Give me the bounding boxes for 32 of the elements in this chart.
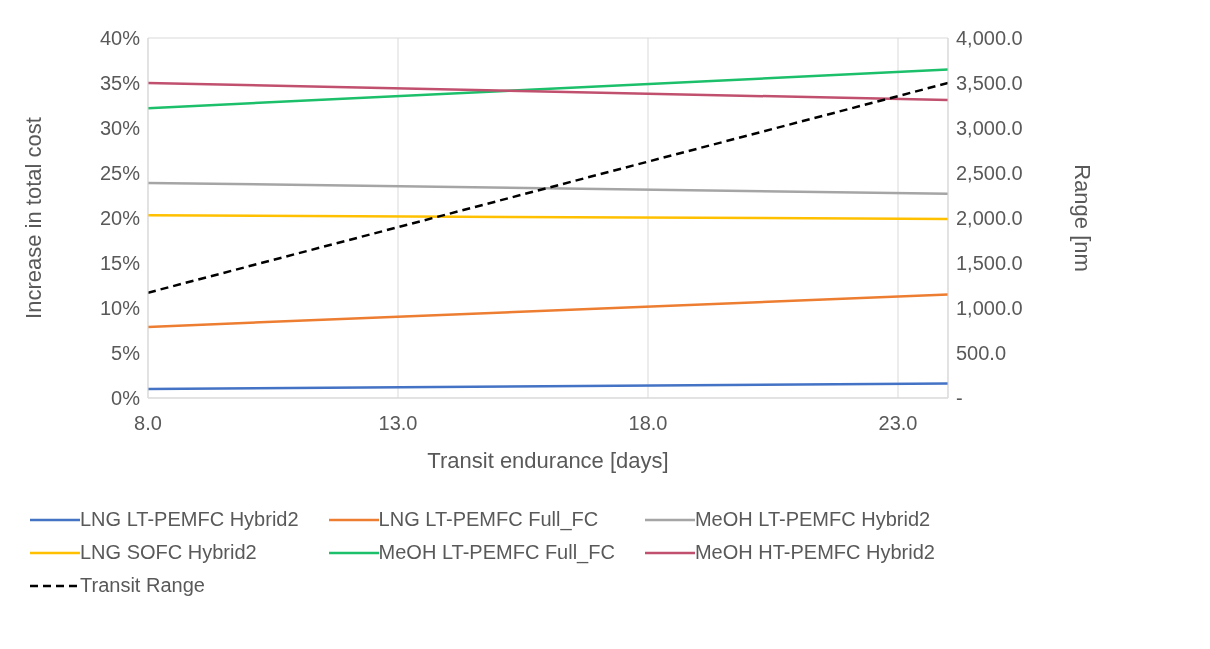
y-tick-label: 30% (99, 117, 141, 140)
legend-label: Transit Range (80, 574, 205, 597)
y2-tick-label: 1,000.0 (956, 297, 1023, 320)
x-tick-label: 13.0 (378, 412, 418, 435)
y2-tick-label: 4,000.0 (956, 27, 1023, 50)
legend-label: LNG LT-PEMFC Full_FC (378, 508, 599, 531)
x-tick-label: 18.0 (628, 412, 668, 435)
legend-label: MeOH LT-PEMFC Full_FC (378, 541, 615, 564)
y-tick-label: 40% (99, 27, 141, 50)
y-tick-label: 25% (99, 162, 141, 185)
y2-tick-label: - (956, 387, 963, 410)
y-tick-label: 20% (99, 207, 141, 230)
y-axis-title: Increase in total cost (20, 117, 46, 319)
y-tick-label: 10% (99, 297, 141, 320)
x-tick-label: 8.0 (134, 412, 162, 435)
x-axis-title: Transit endurance [days] (427, 448, 669, 473)
legend-label: MeOH HT-PEMFC Hybrid2 (694, 541, 935, 564)
y-tick-label: 35% (99, 72, 141, 95)
y2-tick-label: 1,500.0 (956, 252, 1023, 275)
y2-tick-label: 2,000.0 (956, 207, 1023, 230)
y2-axis-title: Range [nm (1070, 164, 1096, 272)
y-tick-label: 0% (111, 387, 141, 410)
y2-tick-label: 3,500.0 (956, 72, 1023, 95)
y2-tick-label: 2,500.0 (956, 162, 1023, 185)
legend-label: LNG LT-PEMFC Hybrid2 (80, 508, 299, 531)
x-tick-label: 23.0 (878, 412, 918, 435)
y-tick-label: 15% (99, 252, 141, 275)
legend-label: MeOH LT-PEMFC Hybrid2 (694, 508, 931, 531)
y2-tick-label: 3,000.0 (956, 117, 1023, 140)
legend-label: LNG SOFC Hybrid2 (80, 541, 257, 564)
y2-tick-label: 500.0 (956, 342, 1007, 365)
y-tick-label: 5% (111, 342, 141, 365)
